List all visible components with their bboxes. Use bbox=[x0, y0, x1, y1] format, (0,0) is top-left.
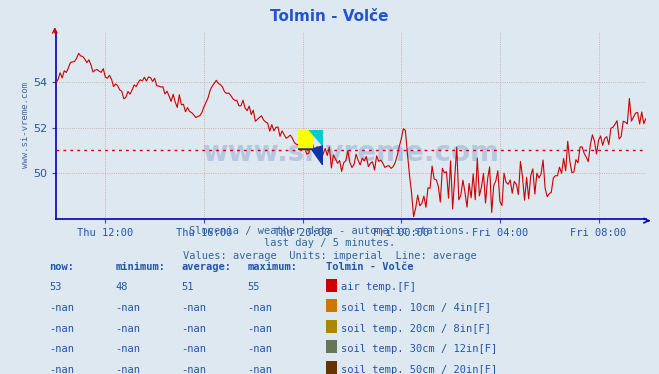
Text: soil temp. 10cm / 4in[F]: soil temp. 10cm / 4in[F] bbox=[341, 303, 491, 313]
Text: soil temp. 30cm / 12in[F]: soil temp. 30cm / 12in[F] bbox=[341, 344, 497, 354]
Text: -nan: -nan bbox=[115, 303, 140, 313]
Text: average:: average: bbox=[181, 262, 231, 272]
Text: -nan: -nan bbox=[49, 365, 74, 374]
Text: -nan: -nan bbox=[247, 324, 272, 334]
Text: soil temp. 50cm / 20in[F]: soil temp. 50cm / 20in[F] bbox=[341, 365, 497, 374]
Text: 48: 48 bbox=[115, 282, 128, 292]
Text: -nan: -nan bbox=[49, 324, 74, 334]
Text: Slovenia / weather data - automatic stations.: Slovenia / weather data - automatic stat… bbox=[189, 226, 470, 236]
Text: 53: 53 bbox=[49, 282, 62, 292]
Polygon shape bbox=[309, 130, 323, 146]
Text: 51: 51 bbox=[181, 282, 194, 292]
Text: -nan: -nan bbox=[247, 365, 272, 374]
Text: now:: now: bbox=[49, 262, 74, 272]
Text: -nan: -nan bbox=[115, 324, 140, 334]
Polygon shape bbox=[298, 130, 312, 149]
Y-axis label: www.si-vreme.com: www.si-vreme.com bbox=[21, 82, 30, 168]
Text: -nan: -nan bbox=[247, 344, 272, 354]
Text: minimum:: minimum: bbox=[115, 262, 165, 272]
Text: air temp.[F]: air temp.[F] bbox=[341, 282, 416, 292]
Text: -nan: -nan bbox=[49, 344, 74, 354]
Text: last day / 5 minutes.: last day / 5 minutes. bbox=[264, 238, 395, 248]
Text: maximum:: maximum: bbox=[247, 262, 297, 272]
Text: -nan: -nan bbox=[115, 365, 140, 374]
Text: www.si-vreme.com: www.si-vreme.com bbox=[202, 140, 500, 167]
Text: -nan: -nan bbox=[181, 324, 206, 334]
Text: -nan: -nan bbox=[181, 303, 206, 313]
Text: -nan: -nan bbox=[247, 303, 272, 313]
Text: Tolmin - Volče: Tolmin - Volče bbox=[326, 262, 414, 272]
Text: -nan: -nan bbox=[181, 365, 206, 374]
Text: -nan: -nan bbox=[115, 344, 140, 354]
Text: 55: 55 bbox=[247, 282, 260, 292]
Text: Values: average  Units: imperial  Line: average: Values: average Units: imperial Line: av… bbox=[183, 251, 476, 261]
Text: soil temp. 20cm / 8in[F]: soil temp. 20cm / 8in[F] bbox=[341, 324, 491, 334]
Text: Tolmin - Volče: Tolmin - Volče bbox=[270, 9, 389, 24]
Polygon shape bbox=[298, 146, 323, 165]
Text: -nan: -nan bbox=[181, 344, 206, 354]
Text: -nan: -nan bbox=[49, 303, 74, 313]
